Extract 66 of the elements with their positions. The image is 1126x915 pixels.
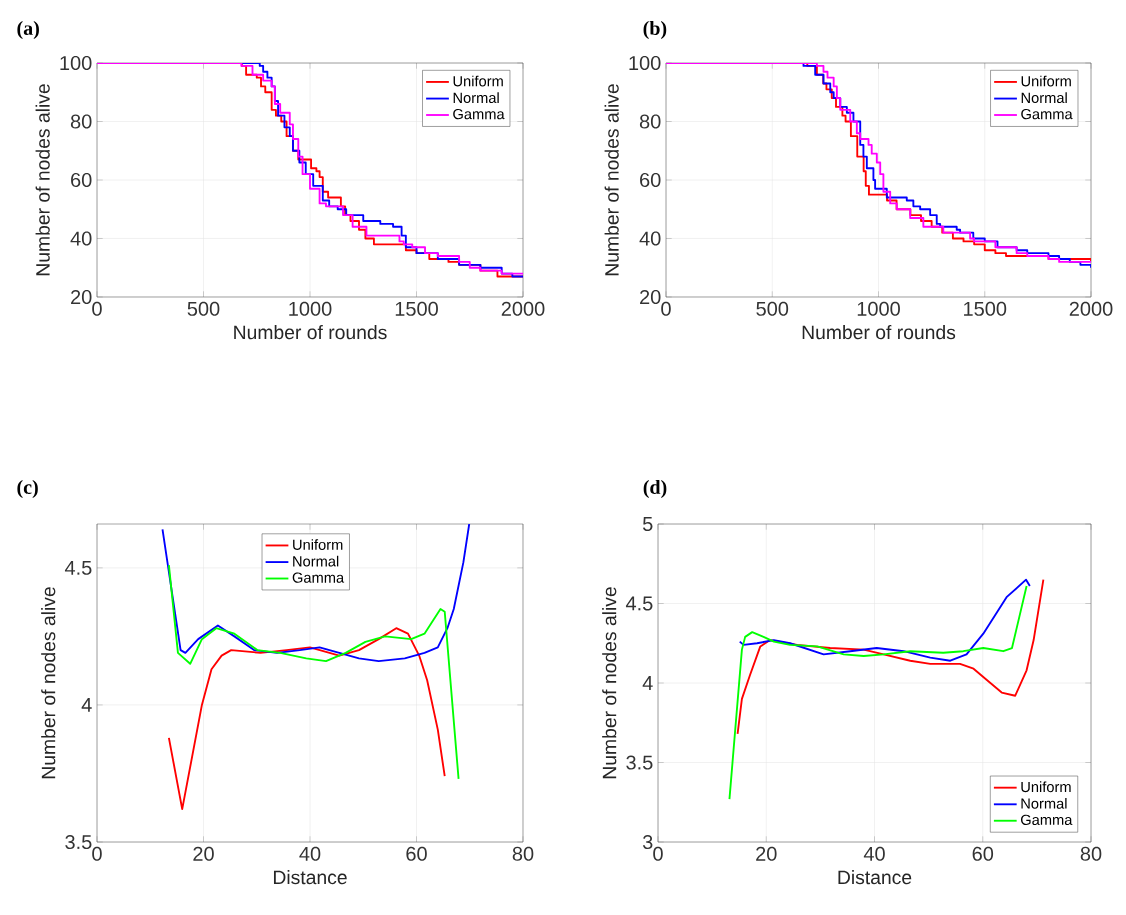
- x-tick-label: 0: [92, 301, 102, 316]
- x-tick-label: 80: [512, 846, 534, 861]
- x-tick-label: 1000: [857, 301, 900, 316]
- line-series: [738, 578, 1031, 662]
- y-tick-label: 3: [642, 834, 653, 850]
- x-tick-label: 0: [653, 846, 663, 861]
- x-tick-label: 500: [756, 301, 789, 316]
- x-tick-label: 0: [92, 846, 102, 861]
- line-series: [167, 627, 446, 811]
- legend-label: Gamma: [292, 572, 345, 583]
- x-tick-label: 0: [661, 301, 671, 316]
- y-tick-label: 20: [71, 289, 92, 305]
- y-tick-label: 3.5: [626, 755, 653, 770]
- y-tick-label: 3.5: [65, 834, 92, 850]
- chart-title: (d): [643, 479, 667, 499]
- y-tick-label: 40: [70, 231, 92, 246]
- legend-label: Gamma: [453, 108, 505, 120]
- y-tick-label: 5: [642, 517, 653, 531]
- x-tick-label: 500: [187, 301, 220, 316]
- y-tick-label: 80: [70, 114, 92, 129]
- y-tick-label: 4.5: [64, 560, 92, 575]
- y-tick-label: 40: [639, 231, 661, 246]
- y-axis-title: Number of nodes alive: [41, 587, 56, 779]
- y-tick-label: 20: [640, 289, 661, 305]
- x-tick-label: 80: [1080, 846, 1102, 861]
- legend-label: Normal: [453, 92, 499, 104]
- x-tick-label: 40: [299, 846, 321, 861]
- legend-label: Uniform: [293, 539, 343, 550]
- y-tick-label: 4: [642, 676, 653, 690]
- legend-label: Normal: [293, 555, 339, 567]
- x-tick-label: 20: [756, 846, 777, 861]
- x-tick-label: 40: [863, 846, 885, 861]
- x-tick-label: 2000: [501, 301, 545, 316]
- legend-label: Uniform: [1021, 75, 1071, 87]
- x-axis-title: Number of rounds: [802, 325, 956, 340]
- x-tick-label: 2000: [1069, 301, 1113, 316]
- y-tick-label: 4.5: [625, 596, 653, 611]
- y-axis-title: Number of nodes alive: [35, 84, 50, 276]
- x-axis-title: Distance: [838, 870, 912, 885]
- x-tick-label: 1000: [289, 301, 332, 316]
- legend-label: Gamma: [1020, 814, 1073, 826]
- chart-title: (c): [17, 479, 38, 499]
- line-series: [161, 524, 471, 663]
- y-axis-title: Number of nodes alive: [602, 587, 617, 779]
- y-tick-label: 100: [60, 55, 92, 71]
- x-tick-label: 1500: [964, 301, 1007, 316]
- y-axis-title: Number of nodes alive: [604, 84, 619, 276]
- legend-label: Normal: [1021, 798, 1067, 809]
- line-series: [736, 578, 1045, 735]
- chart-title: (b): [643, 20, 667, 40]
- x-tick-label: 20: [193, 846, 214, 861]
- x-tick-label: 1500: [395, 301, 438, 316]
- chart-title: (a): [17, 20, 39, 40]
- y-tick-label: 4: [81, 698, 92, 712]
- legend-label: Uniform: [453, 75, 503, 87]
- y-tick-label: 80: [639, 114, 661, 129]
- y-tick-label: 100: [629, 55, 661, 71]
- x-tick-label: 60: [406, 846, 427, 861]
- legend-label: Uniform: [1021, 781, 1071, 793]
- legend-label: Normal: [1021, 92, 1067, 104]
- y-tick-label: 60: [71, 172, 92, 188]
- x-tick-label: 60: [972, 846, 994, 861]
- x-axis-title: Number of rounds: [234, 325, 387, 340]
- x-axis-title: Distance: [273, 870, 347, 885]
- y-tick-label: 60: [640, 172, 661, 188]
- legend-label: Gamma: [1021, 108, 1073, 120]
